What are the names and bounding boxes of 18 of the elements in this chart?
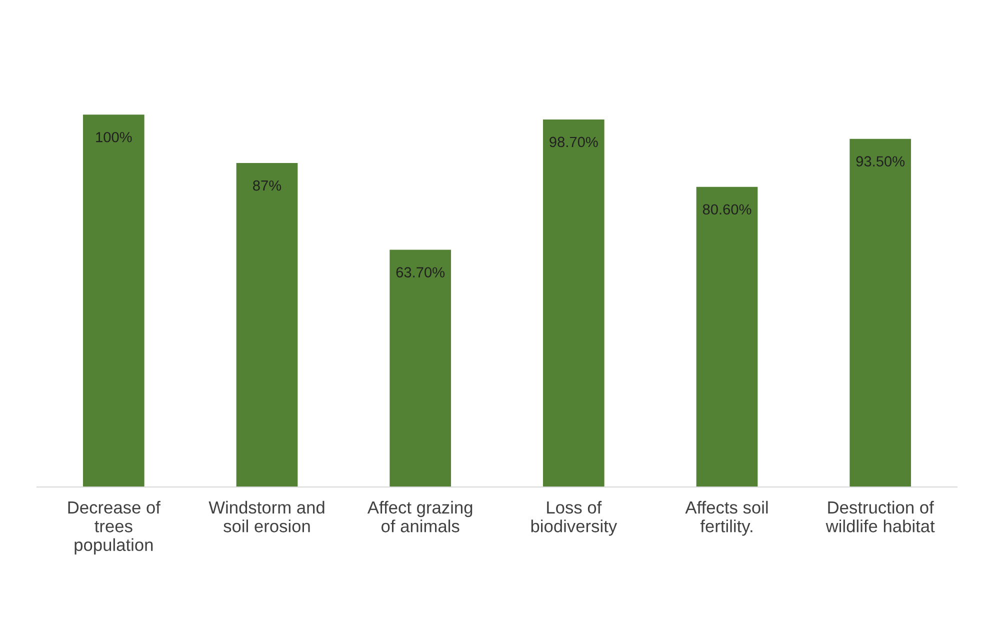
data-label: 87% [253,180,282,191]
x-tick-label: Windstorm and soil erosion [208,500,324,532]
x-tick-label: Destruction of wildlife habitat [826,500,935,532]
x-tick-label: Decrease of trees population [68,500,160,554]
bar [236,163,298,487]
data-label: 93.50% [856,156,905,166]
bar [850,138,911,487]
bar [696,186,758,487]
x-tick-label: Affect grazing of animals [367,500,472,532]
data-label: 63.70% [396,267,445,278]
bar [390,250,451,487]
data-label: 98.70% [550,136,598,148]
data-label: 100% [96,132,132,142]
x-tick-label: Affects soil fertility. [685,500,768,536]
data-label: 80.60% [702,204,752,215]
bar [83,114,144,487]
x-tick-label: Loss of biodiversity [531,500,618,536]
bar [543,119,604,487]
